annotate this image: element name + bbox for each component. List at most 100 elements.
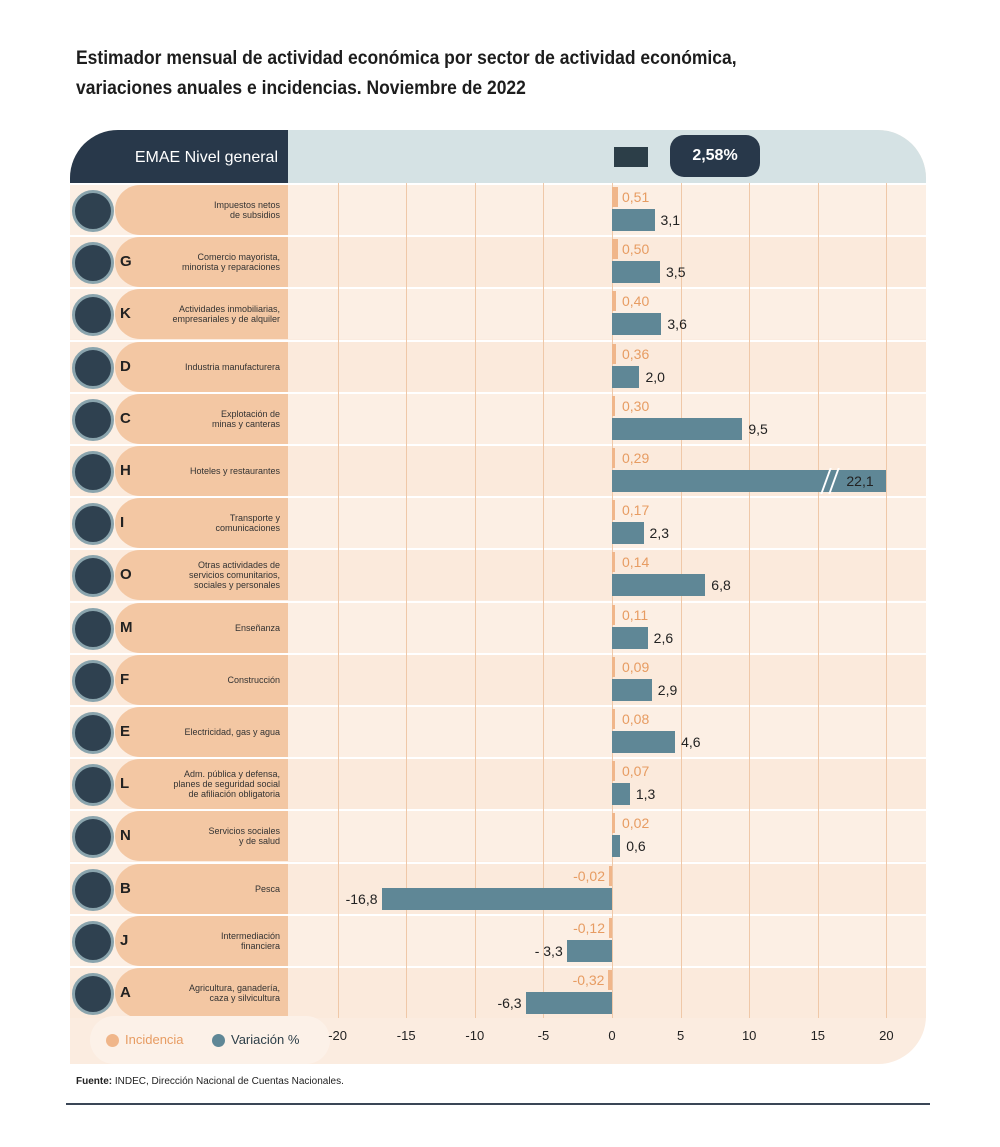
legend-variacion: Variación %	[212, 1032, 300, 1048]
variacion-bar	[525, 992, 612, 1014]
sector-icon	[72, 555, 114, 598]
gridline	[817, 183, 819, 1018]
incidencia-bar	[612, 343, 616, 364]
x-tick-label: 20	[879, 1028, 894, 1043]
sector-label: Otras actividades de servicios comunitar…	[188, 560, 280, 591]
label-band	[115, 968, 288, 1018]
label-band	[115, 341, 288, 392]
label-band	[115, 654, 288, 705]
sector-label: Enseñanza	[234, 622, 280, 633]
sector-icon	[72, 920, 114, 963]
sector-icon	[72, 503, 114, 546]
sector-label: Explotación de minas y canteras	[211, 408, 280, 429]
emae-value: 2,58%	[670, 135, 760, 177]
x-tick-label: -20	[328, 1028, 347, 1043]
label-band	[115, 185, 288, 235]
sector-icon	[72, 816, 114, 859]
variacion-label: 1,3	[635, 786, 656, 803]
table-row: E Electricidad, gas y agua	[70, 705, 926, 757]
source-note: Fuente: INDEC, Dirección Nacional de Cue…	[76, 1076, 344, 1087]
variacion-label: 4,6	[681, 734, 701, 750]
sector-label: Servicios sociales y de salud	[208, 826, 280, 847]
gridline	[337, 183, 339, 1018]
sector-label: Industria manufacturera	[184, 361, 280, 372]
incidencia-bar	[612, 187, 618, 207]
x-tick-label: -5	[537, 1028, 550, 1043]
variacion-label: 3,5	[666, 264, 686, 281]
variacion-bar	[612, 783, 630, 806]
incidencia-label: 0,36	[622, 345, 650, 362]
sector-icon	[72, 868, 114, 911]
variacion-bar	[612, 417, 743, 440]
incidencia-label: 0,17	[622, 502, 650, 519]
label-band	[115, 289, 288, 340]
incidencia-label: 0,07	[622, 763, 650, 780]
gridline	[543, 183, 545, 1018]
sector-letter: E	[120, 723, 131, 740]
incidencia-bar	[612, 604, 615, 625]
legend-incidencia: Incidencia	[106, 1032, 184, 1048]
incidencia-bar	[612, 709, 615, 729]
x-tick-label: 0	[608, 1028, 616, 1043]
variacion-bar	[612, 522, 644, 545]
gridline	[886, 183, 888, 1018]
table-row: J Intermediación financiera	[70, 913, 926, 966]
incidencia-bar	[612, 500, 615, 521]
variacion-label: -6,3	[497, 995, 522, 1011]
incidencia-bar	[612, 761, 615, 782]
table-row: G Comercio mayorista, minorista y reparac…	[70, 235, 926, 288]
legend: Incidencia Variación %	[90, 1016, 330, 1064]
incidencia-label: 0,08	[622, 711, 650, 727]
incidencia-bar	[609, 865, 612, 886]
variacion-bar	[612, 209, 655, 231]
sector-letter: B	[120, 879, 131, 897]
header-label: EMAE Nivel general	[70, 130, 288, 183]
label-band	[115, 863, 288, 914]
incidencia-label: 0,40	[622, 293, 650, 310]
table-row: F Construcción	[70, 652, 926, 705]
label-band	[115, 393, 288, 444]
gridline	[406, 183, 408, 1018]
variacion-label: 3,1	[660, 212, 680, 228]
legend-variacion-label: Variación %	[231, 1032, 300, 1047]
x-tick-label: 10	[741, 1028, 757, 1043]
variacion-bar	[612, 313, 662, 336]
incidencia-bar	[612, 291, 617, 312]
sector-letter: M	[120, 618, 133, 636]
incidencia-label: 0,30	[622, 397, 650, 414]
variacion-bar	[612, 470, 887, 492]
sector-icon	[72, 607, 114, 650]
variacion-label: 22,1	[846, 473, 874, 489]
table-row: O Otras actividades de servicios comunita…	[70, 548, 926, 601]
incidencia-bar	[612, 395, 616, 416]
variacion-bar	[612, 574, 706, 597]
sector-letter: K	[120, 305, 131, 323]
variacion-bar	[612, 678, 652, 701]
incidencia-bar	[609, 917, 612, 938]
label-band	[115, 759, 288, 810]
table-row: N Servicios sociales y de salud	[70, 809, 926, 862]
sector-icon	[72, 398, 114, 441]
variacion-label: 2,6	[653, 629, 674, 646]
sector-label: Hoteles y restaurantes	[189, 466, 280, 476]
sector-label: Impuestos netos de subsidios	[213, 200, 280, 220]
label-band	[115, 550, 288, 601]
label-band	[115, 446, 288, 496]
incidencia-bar	[612, 448, 616, 468]
label-band	[115, 237, 288, 288]
sector-label: Intermediación financiera	[220, 930, 280, 951]
incidencia-label: 0,50	[622, 241, 650, 258]
incidencia-label: 0,51	[622, 189, 650, 205]
incidencia-bar	[612, 552, 615, 573]
variacion-label: 6,8	[711, 577, 731, 594]
sector-letter: F	[120, 670, 130, 688]
variacion-label: 9,5	[748, 420, 768, 437]
sector-icon	[72, 659, 114, 702]
variacion-bar	[566, 939, 612, 962]
sector-letter: G	[120, 253, 132, 271]
gridline	[612, 183, 613, 1018]
sector-letter: O	[120, 566, 132, 584]
sector-icon	[72, 190, 114, 232]
sector-letter: N	[120, 827, 131, 845]
sector-letter: J	[120, 931, 129, 949]
